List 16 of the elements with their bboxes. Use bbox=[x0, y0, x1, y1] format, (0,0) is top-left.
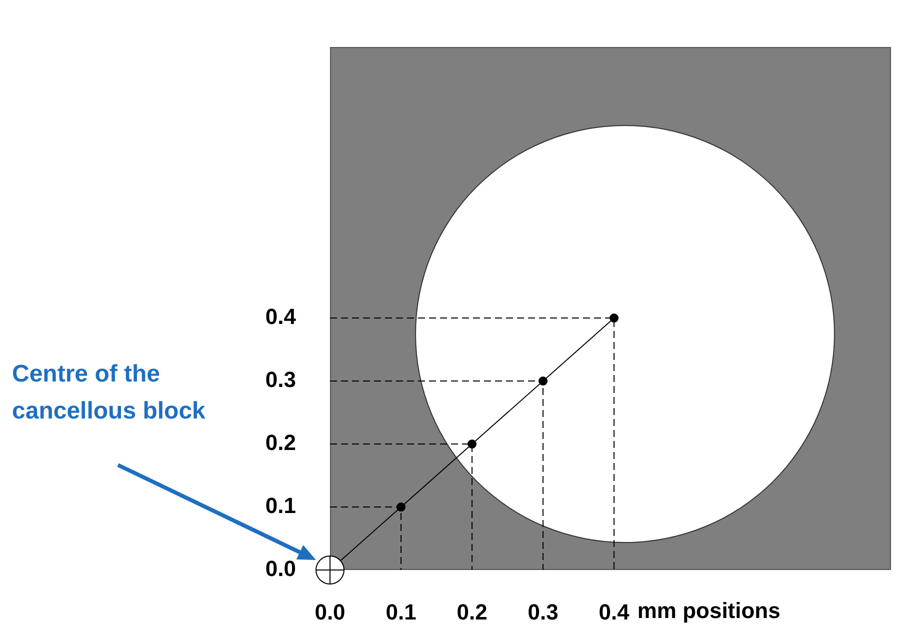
y-tick-label: 0.3 bbox=[265, 367, 296, 392]
point bbox=[396, 502, 406, 512]
point bbox=[610, 314, 619, 323]
x-tick-label: 0.1 bbox=[386, 599, 416, 624]
y-tick-label: 0.2 bbox=[265, 430, 296, 456]
x-tick-label: 0.2 bbox=[456, 599, 488, 624]
x-tick-label: 0.4 bbox=[598, 599, 630, 624]
x-tick-label: 0.3 bbox=[528, 599, 558, 624]
y-tick-label: 0.1 bbox=[265, 493, 296, 518]
point bbox=[468, 440, 477, 449]
x-tick-label: 0.0 bbox=[314, 599, 346, 624]
y-tick-label: 0.0 bbox=[265, 556, 296, 582]
y-tick-label: 0.4 bbox=[265, 304, 297, 330]
point bbox=[538, 376, 548, 386]
x-axis-title: mm positions bbox=[637, 598, 780, 624]
text: Centre of the cancellous block bbox=[12, 360, 206, 425]
